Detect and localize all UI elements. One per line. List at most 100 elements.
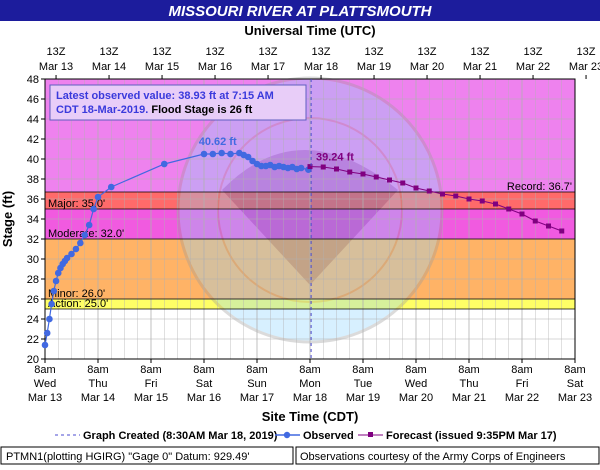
- legend: Graph Created (8:30AM Mar 18, 2019) Obse…: [55, 430, 557, 442]
- top-tick-date-8: Mar 21: [463, 61, 497, 73]
- latest-observed-date: CDT 18-Mar-2019.: [56, 104, 148, 116]
- flood-label-minor: Minor: 26.0': [48, 288, 105, 300]
- observed-point-1: [43, 329, 51, 337]
- forecast-point-8: [413, 185, 419, 191]
- bottom-axis: 8am Wed Mar 13 8am Thu Mar 14 8am Fri Mar 15 8am S…: [28, 359, 592, 404]
- bottom-tick-l1-8: 8am: [458, 364, 479, 376]
- top-tick-date-6: Mar 19: [357, 61, 391, 73]
- legend-created-label: Graph Created (8:30AM Mar 18, 2019): [83, 430, 278, 442]
- top-tick-hour-3: 13Z: [206, 46, 225, 58]
- top-tick-hour-9: 13Z: [524, 46, 543, 58]
- bottom-tick-l3-5: Mar 18: [293, 392, 327, 404]
- forecast-point-5: [373, 174, 379, 180]
- flood-label-record: Record: 36.7': [507, 181, 572, 193]
- forecast-point-2: [334, 166, 339, 172]
- latest-observed-text: Latest observed value: 38.93 ft at 7:15 …: [56, 90, 274, 102]
- bottom-tick-l3-2: Mar 15: [134, 392, 168, 404]
- top-tick-date-7: Mar 20: [410, 61, 444, 73]
- latest-value-box: Latest observed value: 38.93 ft at 7:15 …: [49, 84, 307, 121]
- top-tick-date-5: Mar 18: [304, 61, 338, 73]
- bottom-axis-title: Site Time (CDT): [262, 409, 359, 424]
- observed-point-15: [85, 221, 93, 229]
- bottom-tick-l2-1: Thu: [89, 378, 108, 390]
- top-tick-hour-0: 13Z: [47, 46, 66, 58]
- bottom-tick-l2-7: Wed: [405, 378, 427, 390]
- annotation-1: 39.24 ft: [316, 152, 354, 164]
- bottom-tick-l2-0: Wed: [34, 378, 56, 390]
- forecast-point-12: [466, 196, 472, 202]
- legend-observed-label: Observed: [303, 430, 354, 442]
- forecast-point-4: [360, 171, 366, 177]
- forecast-point-10: [440, 191, 445, 197]
- legend-forecast-label: Forecast (issued 9:35PM Mar 17): [386, 430, 557, 442]
- flood-label-action: Action: 25.0': [48, 298, 108, 310]
- forecast-point-11: [453, 193, 459, 199]
- top-tick-hour-5: 13Z: [312, 46, 331, 58]
- bottom-tick-l2-3: Sat: [196, 378, 213, 390]
- y-tick-label-1: 22: [27, 334, 39, 346]
- y-tick-label-5: 30: [27, 254, 39, 266]
- top-axis-title: Universal Time (UTC): [244, 23, 375, 38]
- observed-point-23: [227, 150, 234, 158]
- forecast-point-6: [387, 177, 392, 183]
- bottom-tick-l3-6: Mar 19: [346, 392, 380, 404]
- top-tick-hour-8: 13Z: [471, 46, 490, 58]
- y-tick-label-8: 36: [27, 194, 39, 206]
- top-tick-date-3: Mar 16: [198, 61, 232, 73]
- top-tick-date-9: Mar 22: [516, 61, 550, 73]
- bottom-tick-l1-5: 8am: [299, 364, 320, 376]
- gauge-info-box: [0, 446, 294, 465]
- bottom-tick-l3-3: Mar 16: [187, 392, 221, 404]
- y-tick-label-3: 26: [27, 294, 39, 306]
- observed-point-5: [52, 277, 60, 285]
- bottom-tick-l2-6: Tue: [354, 378, 373, 390]
- y-axis-title: Stage (ft): [0, 191, 15, 247]
- y-tick-label-6: 32: [27, 234, 39, 246]
- forecast-point-1: [320, 164, 326, 170]
- forecast-point-9: [426, 188, 432, 194]
- bottom-tick-l1-0: 8am: [34, 364, 55, 376]
- observed-point-19: [160, 160, 168, 168]
- y-tick-label-9: 38: [27, 174, 39, 186]
- observed-point-26: [244, 153, 252, 161]
- top-tick-hour-2: 13Z: [153, 46, 172, 58]
- title-bar: [0, 0, 600, 21]
- bottom-tick-l1-1: 8am: [87, 364, 108, 376]
- bottom-tick-l1-2: 8am: [140, 364, 161, 376]
- forecast-point-0: [307, 164, 313, 170]
- courtesy-box: [295, 446, 600, 465]
- series-group: 40.62 ft 39.24 ft: [41, 136, 565, 349]
- annotation-0: 40.62 ft: [199, 136, 237, 148]
- bottom-tick-l3-8: Mar 21: [452, 392, 486, 404]
- forecast-point-14: [493, 201, 498, 207]
- top-tick-hour-6: 13Z: [365, 46, 384, 58]
- y-tick-label-13: 46: [27, 94, 39, 106]
- bottom-tick-l1-9: 8am: [511, 364, 532, 376]
- observed-point-11: [68, 250, 75, 258]
- forecast-point-18: [546, 223, 551, 229]
- courtesy-text: Observations courtesy of the Army Corps …: [300, 451, 566, 463]
- top-tick-hour-4: 13Z: [259, 46, 278, 58]
- observed-point-13: [77, 239, 84, 247]
- bottom-tick-l3-9: Mar 22: [505, 392, 539, 404]
- bottom-tick-l1-3: 8am: [193, 364, 214, 376]
- observed-point-17: [94, 193, 102, 201]
- y-tick-label-2: 24: [27, 314, 39, 326]
- forecast-point-7: [400, 180, 406, 186]
- observed-point-12: [72, 245, 80, 253]
- observed-point-4: [50, 287, 58, 295]
- bottom-tick-l2-10: Sat: [567, 378, 584, 390]
- forecast-point-3: [347, 169, 353, 175]
- chart-title: MISSOURI RIVER AT PLATTSMOUTH: [168, 3, 432, 20]
- forecast-point-16: [519, 211, 525, 217]
- grid-lines: [44, 78, 576, 360]
- forecast-point-19: [559, 228, 565, 234]
- flood-stage-note: Flood Stage is 26 ft: [148, 104, 252, 116]
- bottom-tick-l3-7: Mar 20: [399, 392, 433, 404]
- observed-point-22: [218, 149, 225, 157]
- y-tick-label-11: 42: [27, 134, 39, 146]
- observed-point-0: [41, 341, 49, 349]
- top-tick-hour-10: 13Z: [577, 46, 596, 58]
- bottom-tick-l2-4: Sun: [247, 378, 267, 390]
